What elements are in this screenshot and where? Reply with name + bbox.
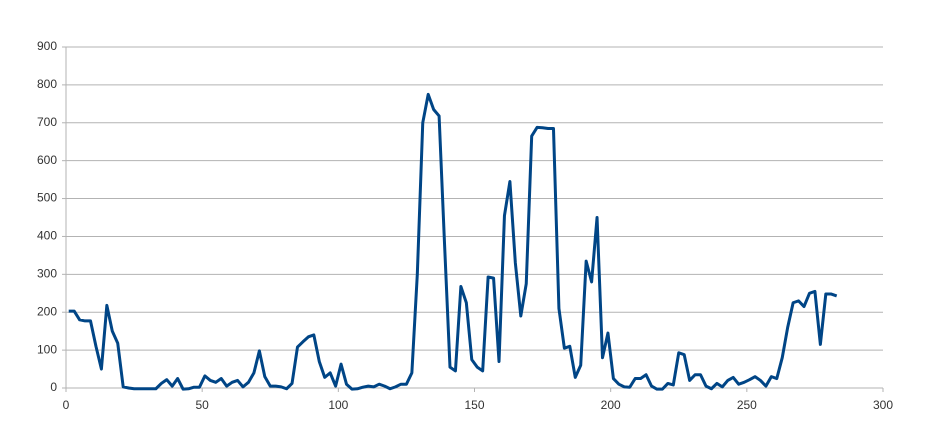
y-tick-label: 900	[37, 39, 57, 53]
x-tick-label: 300	[873, 398, 893, 412]
line-series	[68, 92, 838, 391]
y-tick-label: 800	[37, 77, 57, 91]
x-tick-label: 100	[328, 398, 348, 412]
y-tick-label: 500	[37, 191, 57, 205]
y-tick-label: 100	[37, 342, 57, 356]
y-tick-label: 200	[37, 304, 57, 318]
x-tick-label: 50	[195, 398, 209, 412]
y-tick-label: 700	[37, 115, 57, 129]
y-tick-label: 300	[37, 267, 57, 281]
x-tick-label: 0	[63, 398, 70, 412]
y-tick-label: 400	[37, 229, 57, 243]
y-tick-label: 0	[50, 380, 57, 394]
x-tick-label: 250	[737, 398, 757, 412]
y-tick-label: 600	[37, 153, 57, 167]
x-tick-label: 150	[464, 398, 484, 412]
x-tick-label: 200	[601, 398, 621, 412]
